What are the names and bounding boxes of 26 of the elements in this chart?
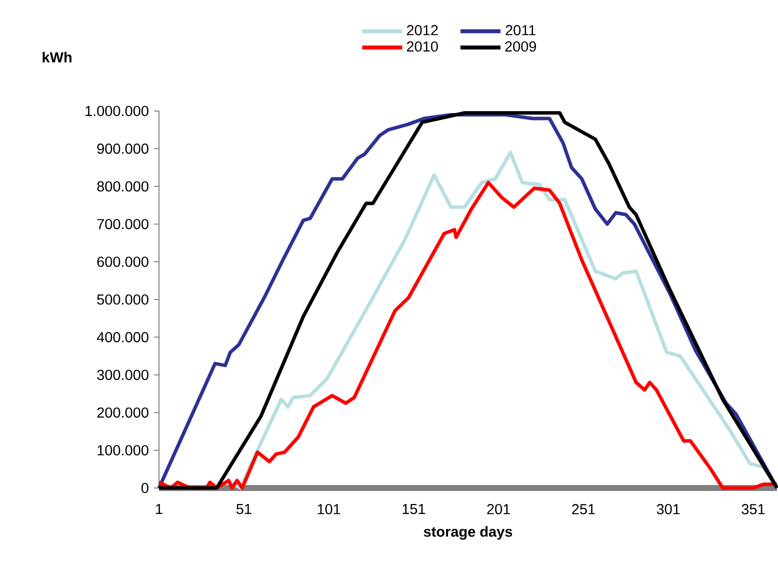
y-tick-label: 1.000.000 — [86, 106, 148, 116]
x-tick-label: 201 — [487, 504, 510, 514]
x-tick-label: 251 — [572, 504, 595, 514]
x-tick-label: 51 — [236, 504, 252, 514]
x-tick-label: 351 — [742, 504, 765, 514]
y-tick-label: 200.000 — [97, 407, 148, 418]
y-tick-label: 600.000 — [97, 256, 148, 267]
legend-label: 2010 — [406, 41, 438, 52]
legend-label: 2012 — [406, 25, 438, 36]
y-tick-label: 700.000 — [97, 218, 148, 230]
y-tick-label: 0 — [141, 482, 148, 494]
x-axis-title: storage days — [424, 526, 512, 540]
y-tick-label: 300.000 — [97, 370, 148, 380]
x-tick-label: 1 — [156, 504, 162, 514]
legend-label: 2009 — [505, 41, 536, 52]
line-series — [157, 180, 778, 490]
y-tick-label: 500.000 — [97, 294, 148, 305]
legend-label: 2011 — [506, 25, 536, 36]
y-tick-label: 100.000 — [98, 445, 148, 456]
x-tick-label: 151 — [402, 504, 426, 514]
y-tick-label: 900.000 — [97, 144, 148, 154]
x-tick-label: 101 — [318, 504, 340, 514]
y-tick-label: 800.000 — [97, 181, 148, 192]
y-tick-label: 400.000 — [96, 332, 148, 342]
y-axis-title: kWh — [42, 52, 72, 62]
x-tick-label: 301 — [656, 504, 680, 514]
